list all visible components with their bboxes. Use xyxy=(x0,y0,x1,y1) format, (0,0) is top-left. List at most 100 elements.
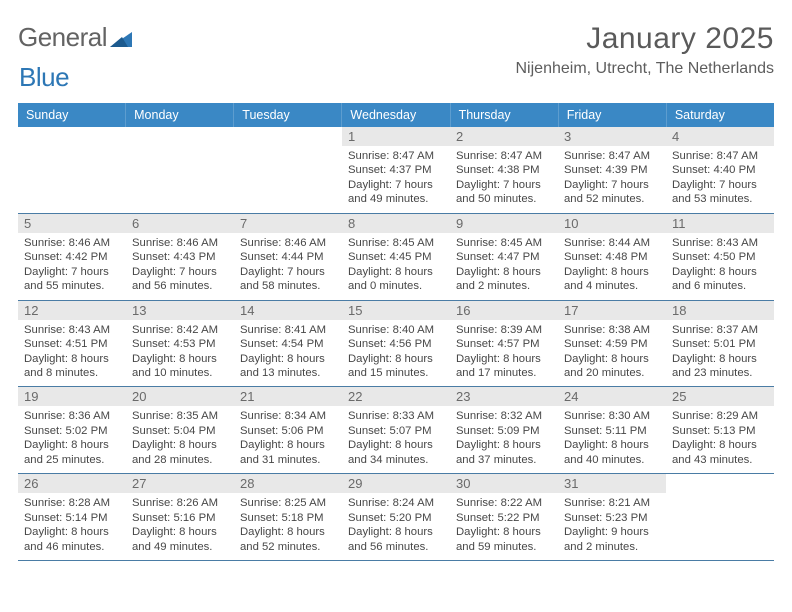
day-cell: 8Sunrise: 8:45 AMSunset: 4:45 PMDaylight… xyxy=(342,214,450,300)
day-detail-line: Sunset: 4:56 PM xyxy=(348,337,444,351)
day-details: Sunrise: 8:26 AMSunset: 5:16 PMDaylight:… xyxy=(132,496,228,554)
day-cell: 16Sunrise: 8:39 AMSunset: 4:57 PMDayligh… xyxy=(450,301,558,387)
date-number: 30 xyxy=(450,474,558,493)
day-detail-line: Daylight: 8 hours and 40 minutes. xyxy=(564,438,660,467)
weekday-header: Thursday xyxy=(451,103,559,127)
day-detail-line: Daylight: 8 hours and 13 minutes. xyxy=(240,352,336,381)
day-detail-line: Daylight: 8 hours and 23 minutes. xyxy=(672,352,768,381)
day-cell: 6Sunrise: 8:46 AMSunset: 4:43 PMDaylight… xyxy=(126,214,234,300)
day-detail-line: Sunset: 4:44 PM xyxy=(240,250,336,264)
day-details: Sunrise: 8:45 AMSunset: 4:47 PMDaylight:… xyxy=(456,236,552,294)
weekday-header: Saturday xyxy=(667,103,774,127)
day-detail-line: Sunrise: 8:46 AM xyxy=(132,236,228,250)
day-detail-line: Sunrise: 8:44 AM xyxy=(564,236,660,250)
weekday-header-row: Sunday Monday Tuesday Wednesday Thursday… xyxy=(18,103,774,127)
date-number: 22 xyxy=(342,387,450,406)
day-detail-line: Daylight: 8 hours and 10 minutes. xyxy=(132,352,228,381)
date-number: 7 xyxy=(234,214,342,233)
day-detail-line: Sunset: 5:23 PM xyxy=(564,511,660,525)
day-details: Sunrise: 8:40 AMSunset: 4:56 PMDaylight:… xyxy=(348,323,444,381)
date-number: 26 xyxy=(18,474,126,493)
day-detail-line: Sunrise: 8:41 AM xyxy=(240,323,336,337)
date-number: 27 xyxy=(126,474,234,493)
day-cell xyxy=(666,474,774,560)
day-detail-line: Sunset: 5:13 PM xyxy=(672,424,768,438)
day-detail-line: Sunset: 4:57 PM xyxy=(456,337,552,351)
weekday-header: Friday xyxy=(559,103,667,127)
day-details: Sunrise: 8:32 AMSunset: 5:09 PMDaylight:… xyxy=(456,409,552,467)
day-cell: 19 Sunrise: 8:36 AMSunset: 5:02 PMDayligh… xyxy=(18,387,126,473)
week-row: 26Sunrise: 8:28 AMSunset: 5:14 PMDayligh… xyxy=(18,474,774,561)
day-detail-line: Sunset: 4:59 PM xyxy=(564,337,660,351)
day-details: Sunrise: 8:35 AMSunset: 5:04 PMDaylight:… xyxy=(132,409,228,467)
day-details: Sunrise: 8:21 AMSunset: 5:23 PMDaylight:… xyxy=(564,496,660,554)
day-details: Sunrise: 8:46 AMSunset: 4:42 PMDaylight:… xyxy=(24,236,120,294)
day-detail-line: Sunrise: 8:40 AM xyxy=(348,323,444,337)
day-details: Sunrise: 8:47 AMSunset: 4:37 PMDaylight:… xyxy=(348,149,444,207)
day-detail-line: Daylight: 7 hours and 56 minutes. xyxy=(132,265,228,294)
day-detail-line: Sunset: 4:48 PM xyxy=(564,250,660,264)
date-number: 19 xyxy=(18,387,126,406)
day-detail-line: Sunrise: 8:32 AM xyxy=(456,409,552,423)
day-detail-line: Daylight: 8 hours and 2 minutes. xyxy=(456,265,552,294)
day-detail-line: Daylight: 8 hours and 59 minutes. xyxy=(456,525,552,554)
brand-logo: General xyxy=(18,22,132,53)
day-details: Sunrise: 8:36 AMSunset: 5:02 PMDaylight:… xyxy=(24,409,120,467)
day-cell: 26Sunrise: 8:28 AMSunset: 5:14 PMDayligh… xyxy=(18,474,126,560)
day-detail-line: Sunrise: 8:38 AM xyxy=(564,323,660,337)
day-detail-line: Sunrise: 8:37 AM xyxy=(672,323,768,337)
day-cell: 17Sunrise: 8:38 AMSunset: 4:59 PMDayligh… xyxy=(558,301,666,387)
day-detail-line: Daylight: 7 hours and 58 minutes. xyxy=(240,265,336,294)
day-cell xyxy=(18,127,126,213)
empty-cell xyxy=(666,474,774,494)
day-cell: 7Sunrise: 8:46 AMSunset: 4:44 PMDaylight… xyxy=(234,214,342,300)
day-detail-line: Sunset: 5:18 PM xyxy=(240,511,336,525)
weekday-header: Sunday xyxy=(18,103,126,127)
date-number: 21 xyxy=(234,387,342,406)
day-detail-line: Sunrise: 8:26 AM xyxy=(132,496,228,510)
day-details: Sunrise: 8:41 AMSunset: 4:54 PMDaylight:… xyxy=(240,323,336,381)
day-detail-line: Sunrise: 8:43 AM xyxy=(672,236,768,250)
day-cell: 5Sunrise: 8:46 AMSunset: 4:42 PMDaylight… xyxy=(18,214,126,300)
date-number: 13 xyxy=(126,301,234,320)
date-number: 8 xyxy=(342,214,450,233)
day-cell xyxy=(234,127,342,213)
day-cell: 2Sunrise: 8:47 AMSunset: 4:38 PMDaylight… xyxy=(450,127,558,213)
day-details: Sunrise: 8:30 AMSunset: 5:11 PMDaylight:… xyxy=(564,409,660,467)
day-detail-line: Sunrise: 8:28 AM xyxy=(24,496,120,510)
day-cell: 4Sunrise: 8:47 AMSunset: 4:40 PMDaylight… xyxy=(666,127,774,213)
day-detail-line: Daylight: 8 hours and 25 minutes. xyxy=(24,438,120,467)
day-detail-line: Daylight: 8 hours and 20 minutes. xyxy=(564,352,660,381)
weekday-header: Monday xyxy=(126,103,234,127)
day-detail-line: Sunset: 4:53 PM xyxy=(132,337,228,351)
day-details: Sunrise: 8:43 AMSunset: 4:50 PMDaylight:… xyxy=(672,236,768,294)
day-cell: 25Sunrise: 8:29 AMSunset: 5:13 PMDayligh… xyxy=(666,387,774,473)
day-detail-line: Daylight: 8 hours and 37 minutes. xyxy=(456,438,552,467)
day-detail-line: Sunset: 5:16 PM xyxy=(132,511,228,525)
day-detail-line: Sunset: 5:06 PM xyxy=(240,424,336,438)
day-detail-line: Daylight: 7 hours and 49 minutes. xyxy=(348,178,444,207)
day-cell: 31Sunrise: 8:21 AMSunset: 5:23 PMDayligh… xyxy=(558,474,666,560)
day-detail-line: Daylight: 8 hours and 0 minutes. xyxy=(348,265,444,294)
day-detail-line: Daylight: 8 hours and 43 minutes. xyxy=(672,438,768,467)
day-detail-line: Daylight: 7 hours and 52 minutes. xyxy=(564,178,660,207)
day-detail-line: Sunrise: 8:29 AM xyxy=(672,409,768,423)
day-detail-line: Daylight: 8 hours and 56 minutes. xyxy=(348,525,444,554)
day-detail-line: Sunrise: 8:47 AM xyxy=(456,149,552,163)
day-cell: 23Sunrise: 8:32 AMSunset: 5:09 PMDayligh… xyxy=(450,387,558,473)
day-cell: 18Sunrise: 8:37 AMSunset: 5:01 PMDayligh… xyxy=(666,301,774,387)
day-detail-line: Daylight: 8 hours and 34 minutes. xyxy=(348,438,444,467)
date-number: 16 xyxy=(450,301,558,320)
day-detail-line: Sunset: 5:20 PM xyxy=(348,511,444,525)
day-detail-line: Sunset: 5:22 PM xyxy=(456,511,552,525)
calendar: Sunday Monday Tuesday Wednesday Thursday… xyxy=(18,103,774,561)
day-detail-line: Daylight: 9 hours and 2 minutes. xyxy=(564,525,660,554)
day-cell: 12Sunrise: 8:43 AMSunset: 4:51 PMDayligh… xyxy=(18,301,126,387)
date-number: 9 xyxy=(450,214,558,233)
day-detail-line: Sunrise: 8:42 AM xyxy=(132,323,228,337)
day-detail-line: Sunrise: 8:24 AM xyxy=(348,496,444,510)
date-number: 3 xyxy=(558,127,666,146)
calendar-page: General January 2025 Nijenheim, Utrecht,… xyxy=(0,0,792,561)
empty-cell xyxy=(18,127,126,147)
day-cell: 10Sunrise: 8:44 AMSunset: 4:48 PMDayligh… xyxy=(558,214,666,300)
